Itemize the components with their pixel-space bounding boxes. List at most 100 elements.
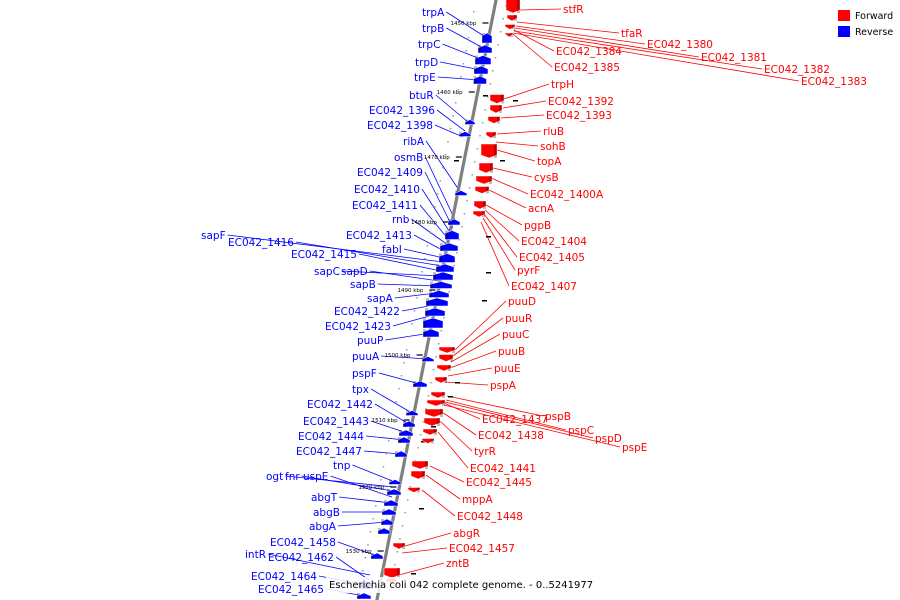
- feature-shade: [381, 519, 384, 525]
- misc-feature-mark: [411, 573, 416, 575]
- axis-dot: [460, 76, 462, 78]
- reverse-gene-feature: [397, 436, 411, 444]
- reverse-gene-feature: [429, 281, 453, 289]
- axis-dot: [427, 395, 430, 397]
- axis-dot: [468, 187, 471, 189]
- reverse-gene-feature: [435, 263, 455, 273]
- gene-label-rlub: rluB: [543, 126, 564, 138]
- gene-label-ec042-1447: EC042_1447: [296, 446, 362, 458]
- feature-shade: [433, 272, 436, 280]
- axis-dot: [395, 401, 398, 403]
- connector-ec042-1385: [512, 33, 553, 68]
- feature-shade: [434, 429, 437, 435]
- axis-dot: [467, 37, 470, 39]
- axis-dot: [409, 486, 412, 488]
- axis-dot: [419, 434, 422, 436]
- gene-label-ec042-1382: EC042_1382: [764, 64, 830, 76]
- gene-label-ec042-1462: EC042_1462: [268, 552, 334, 564]
- connector-pgpb: [485, 204, 523, 226]
- forward-gene-feature: [392, 542, 406, 550]
- connector-puuc: [450, 333, 501, 363]
- axis-dot: [465, 50, 467, 52]
- forward-gene-feature: [478, 162, 494, 174]
- scale-tick-label: 1510 kbp: [372, 418, 398, 424]
- gene-labels: trpA trpB trpC trpD trpE btuR EC042_1396 EC042_…: [201, 4, 867, 596]
- reverse-gene-feature: [405, 410, 419, 416]
- gene-label-ec042-1442: EC042_1442: [307, 399, 373, 411]
- axis-dot: [484, 109, 486, 111]
- connector-rlub: [496, 130, 542, 135]
- gene-label-tnp: tnp: [333, 460, 351, 472]
- feature-shade: [406, 410, 409, 416]
- connector-ec042-1448: [421, 489, 456, 517]
- axis-dot: [393, 414, 395, 416]
- gene-label-ec042-1437: EC042_1437: [482, 414, 548, 426]
- feature-shade: [402, 543, 405, 549]
- gene-label-ec042-1385: EC042_1385: [554, 62, 620, 74]
- forward-gene-feature: [480, 143, 498, 159]
- reverse-gene-feature: [380, 518, 394, 526]
- connector-ec042-1383: [512, 32, 800, 82]
- axis-dot: [473, 11, 475, 13]
- connector-ec042-1384: [513, 29, 555, 52]
- reverse-gene-feature: [432, 271, 454, 281]
- reverse-gene-feature: [481, 32, 493, 44]
- caption: Escherichia coli 042 complete genome. - …: [329, 580, 593, 591]
- feature-shade: [489, 176, 492, 184]
- connector-ec042-1381: [514, 27, 700, 58]
- feature-shade: [452, 347, 455, 353]
- feature-shade: [499, 105, 502, 113]
- gene-label-pspd: pspD: [595, 433, 622, 445]
- feature-shade: [403, 421, 406, 427]
- axis-dot: [406, 499, 409, 501]
- axis-dot: [466, 200, 468, 202]
- gene-label-ec042-1392: EC042_1392: [548, 96, 614, 108]
- connector-pspf: [378, 372, 421, 385]
- gene-label-trpb: trpB: [422, 23, 444, 35]
- axis-dot: [421, 271, 423, 273]
- forward-gene-feature: [505, 0, 521, 14]
- connector-trpb: [446, 27, 486, 50]
- connector-tnp: [352, 464, 396, 483]
- feature-shade: [494, 144, 497, 158]
- forward-gene-feature: [421, 438, 435, 444]
- axis-dot: [401, 525, 404, 527]
- gene-label-puuc: puuC: [502, 329, 529, 341]
- gene-label-ec042-1407: EC042_1407: [511, 281, 577, 293]
- reverse-gene-feature: [464, 119, 476, 125]
- gene-label-trpe: trpE: [414, 72, 436, 84]
- misc-feature-mark: [483, 95, 488, 97]
- connector-pyrf: [482, 217, 516, 271]
- feature-shade: [442, 392, 445, 398]
- gene-label-sapd: sapD: [341, 266, 368, 278]
- axis-dot: [436, 193, 439, 195]
- gene-label-cysb: cysB: [534, 172, 559, 184]
- connector-ec042-1407: [480, 221, 510, 287]
- reverse-gene-feature: [439, 242, 459, 252]
- feature-shade: [426, 298, 429, 306]
- gene-label-ec042-1457: EC042_1457: [449, 543, 515, 555]
- gene-label-ec042-1448: EC042_1448: [457, 511, 523, 523]
- legend-reverse-label: Reverse: [855, 27, 893, 38]
- legend-reverse-swatch: [838, 26, 850, 37]
- gene-label-ec042-1443: EC042_1443: [303, 416, 369, 428]
- axis-dot: [380, 479, 382, 481]
- gene-label-rnb: rnb: [392, 214, 410, 226]
- reverse-gene-feature: [402, 420, 416, 428]
- reverse-gene-feature: [428, 290, 450, 298]
- connector-abgr: [404, 532, 452, 547]
- feature-shade: [440, 243, 443, 251]
- gene-label-ec042-1438: EC042_1438: [478, 430, 544, 442]
- gene-label-puup: puuP: [357, 335, 383, 347]
- axis-dot: [416, 297, 418, 299]
- feature-shade: [474, 66, 477, 74]
- forward-gene-feature: [504, 32, 514, 38]
- feature-shade: [423, 329, 426, 337]
- reverse-gene-feature: [381, 508, 397, 516]
- axis-dot: [400, 375, 403, 377]
- connector-ec042-1405: [483, 213, 518, 258]
- connector-cysb: [492, 167, 533, 178]
- reverse-gene-feature: [388, 479, 402, 485]
- gene-label-abgr: abgR: [453, 528, 480, 540]
